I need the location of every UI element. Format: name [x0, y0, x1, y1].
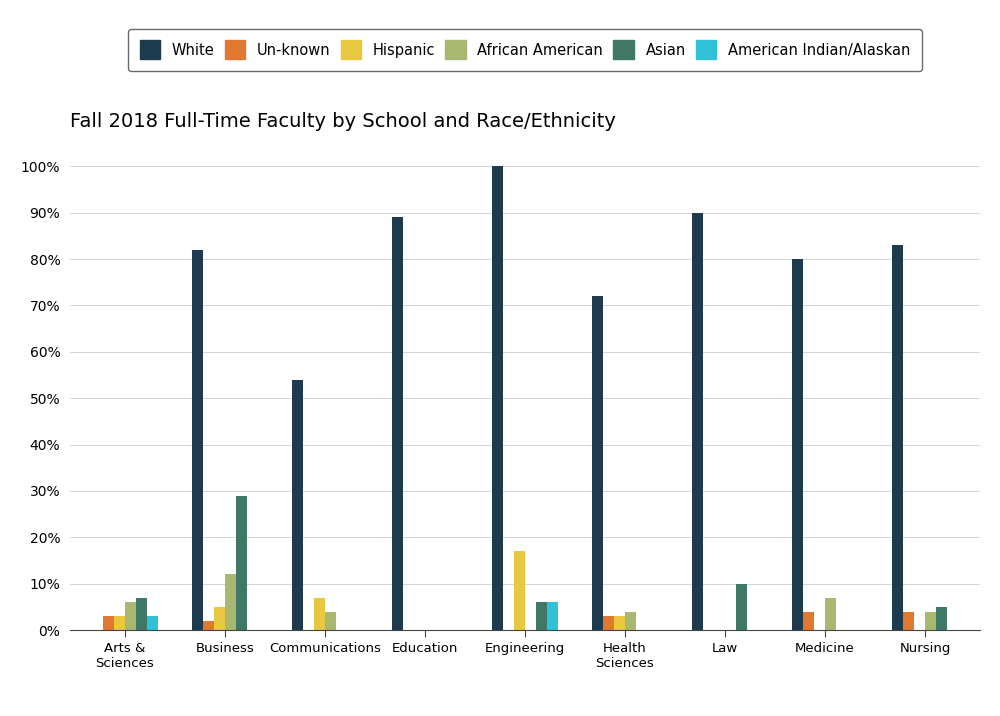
Bar [292, 379, 303, 630]
Bar [103, 616, 114, 630]
Bar [614, 616, 625, 630]
Bar [547, 602, 558, 630]
Bar [314, 598, 325, 630]
Bar [492, 166, 503, 630]
Bar [392, 218, 403, 630]
Bar [803, 611, 814, 630]
Bar [536, 602, 547, 630]
Bar [114, 616, 125, 630]
Bar [736, 584, 747, 630]
Bar [603, 616, 614, 630]
Bar [936, 607, 947, 630]
Bar [792, 259, 803, 630]
Bar [225, 574, 236, 630]
Bar [592, 296, 603, 630]
Legend: White, Un-known, Hispanic, African American, Asian, American Indian/Alaskan: White, Un-known, Hispanic, African Ameri… [128, 29, 922, 71]
Bar [125, 602, 136, 630]
Bar [692, 213, 703, 630]
Bar [625, 611, 636, 630]
Bar [192, 250, 203, 630]
Bar [825, 598, 836, 630]
Bar [136, 598, 147, 630]
Bar [892, 245, 903, 630]
Text: Fall 2018 Full-Time Faculty by School and Race/Ethnicity: Fall 2018 Full-Time Faculty by School an… [70, 112, 616, 130]
Bar [147, 616, 158, 630]
Bar [514, 551, 525, 630]
Bar [903, 611, 914, 630]
Bar [925, 611, 936, 630]
Bar [325, 611, 336, 630]
Bar [214, 607, 225, 630]
Bar [236, 495, 247, 630]
Bar [203, 621, 214, 630]
